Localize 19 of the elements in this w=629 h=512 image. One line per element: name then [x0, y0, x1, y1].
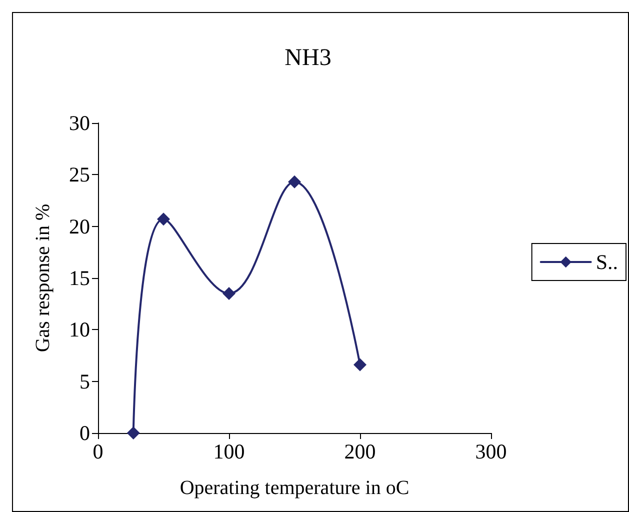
point — [222, 287, 236, 300]
x-tick-label: 100 — [213, 440, 245, 464]
chart-title: NH3 — [284, 45, 332, 71]
y-tick-label: 20 — [69, 214, 90, 238]
y-tick-label: 0 — [80, 421, 90, 445]
point — [354, 358, 366, 372]
y-axis-title: Gas response in % — [32, 204, 54, 352]
point — [157, 212, 170, 226]
y-tick-label: 5 — [80, 369, 90, 394]
point — [126, 426, 140, 440]
y-tick-label: 25 — [69, 162, 90, 187]
x-tick-label: 300 — [475, 440, 507, 464]
x-axis-title: Operating temperature in oC — [180, 477, 410, 499]
y-tick-label: 30 — [69, 111, 90, 135]
y-tick-label: 10 — [69, 318, 90, 342]
legend-label: S.. — [596, 250, 618, 274]
point — [288, 175, 301, 188]
x-tick-label: 200 — [344, 440, 376, 464]
y-tick-label: 15 — [69, 266, 90, 290]
